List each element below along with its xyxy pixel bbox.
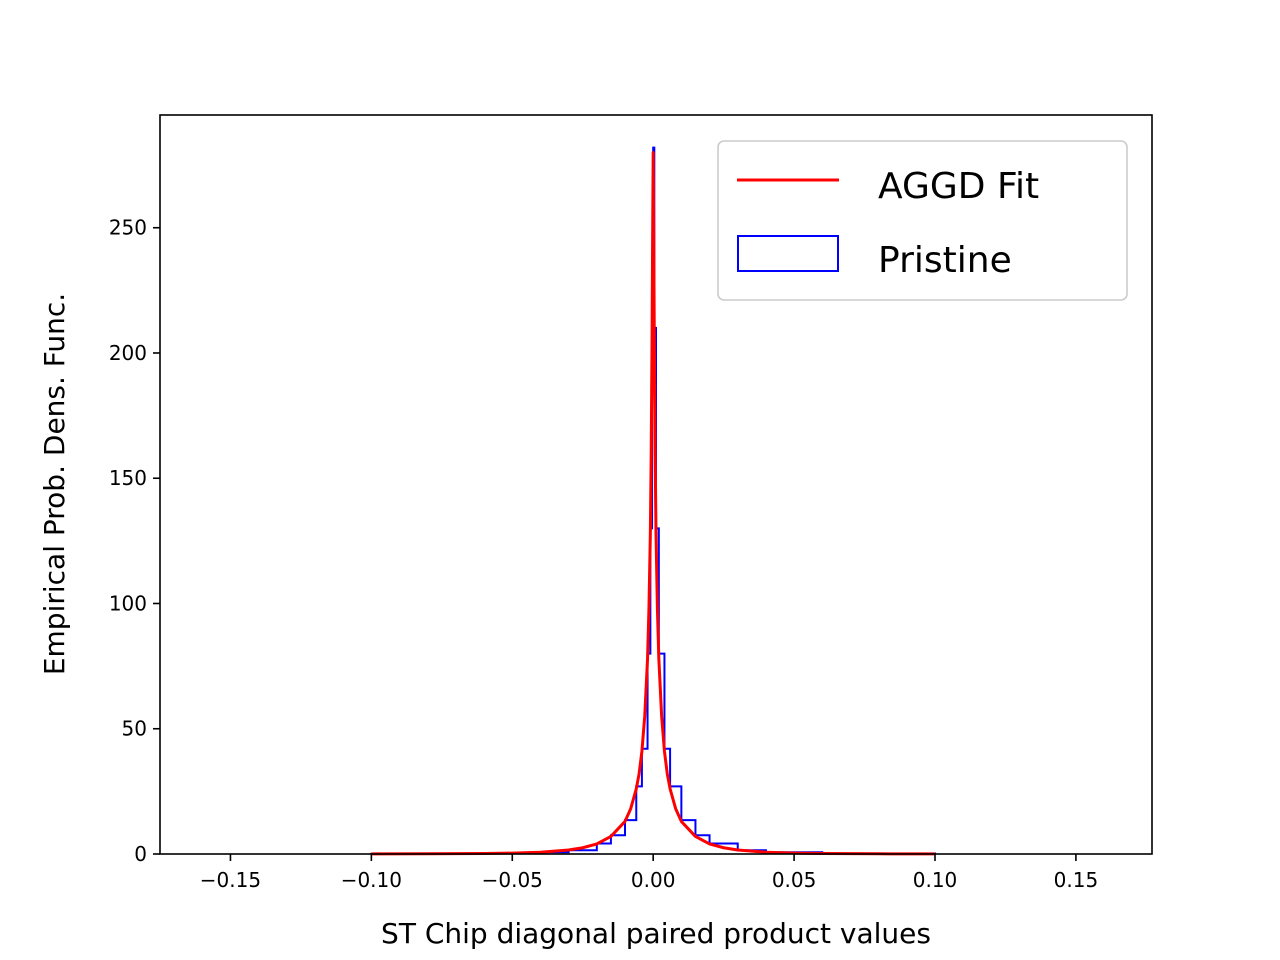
x-tick-label: −0.15 — [200, 868, 261, 892]
x-tick-label: 0.05 — [772, 868, 817, 892]
legend-swatch-pristine — [737, 235, 839, 272]
y-tick-label: 150 — [109, 466, 147, 490]
plot-area — [370, 146, 936, 856]
x-axis-ticks: −0.15 −0.10 −0.05 0.00 0.05 0.10 0.15 — [200, 854, 1098, 892]
y-tick-label: 250 — [109, 216, 147, 240]
legend-label-aggd-fit: AGGD Fit — [878, 166, 1039, 207]
y-tick-label: 100 — [109, 591, 147, 615]
x-tick-label: 0.00 — [631, 868, 676, 892]
series-pristine-histogram — [370, 146, 936, 855]
legend: AGGD Fit Pristine — [717, 140, 1128, 301]
x-tick-label: −0.05 — [482, 868, 543, 892]
axes-frame — [159, 114, 1153, 855]
y-tick-label: 50 — [122, 717, 147, 741]
x-tick-label: 0.15 — [1054, 868, 1099, 892]
y-axis-ticks: 0 50 100 150 200 250 — [109, 216, 160, 866]
y-axis-label: Empirical Prob. Dens. Func. — [38, 293, 71, 675]
series-aggd-fit-line — [371, 151, 936, 856]
legend-label-pristine: Pristine — [878, 240, 1012, 281]
y-tick-label: 200 — [109, 341, 147, 365]
x-tick-label: −0.10 — [341, 868, 402, 892]
x-axis-label: ST Chip diagonal paired product values — [381, 917, 931, 950]
x-tick-label: 0.10 — [913, 868, 958, 892]
y-tick-label: 0 — [134, 842, 147, 866]
